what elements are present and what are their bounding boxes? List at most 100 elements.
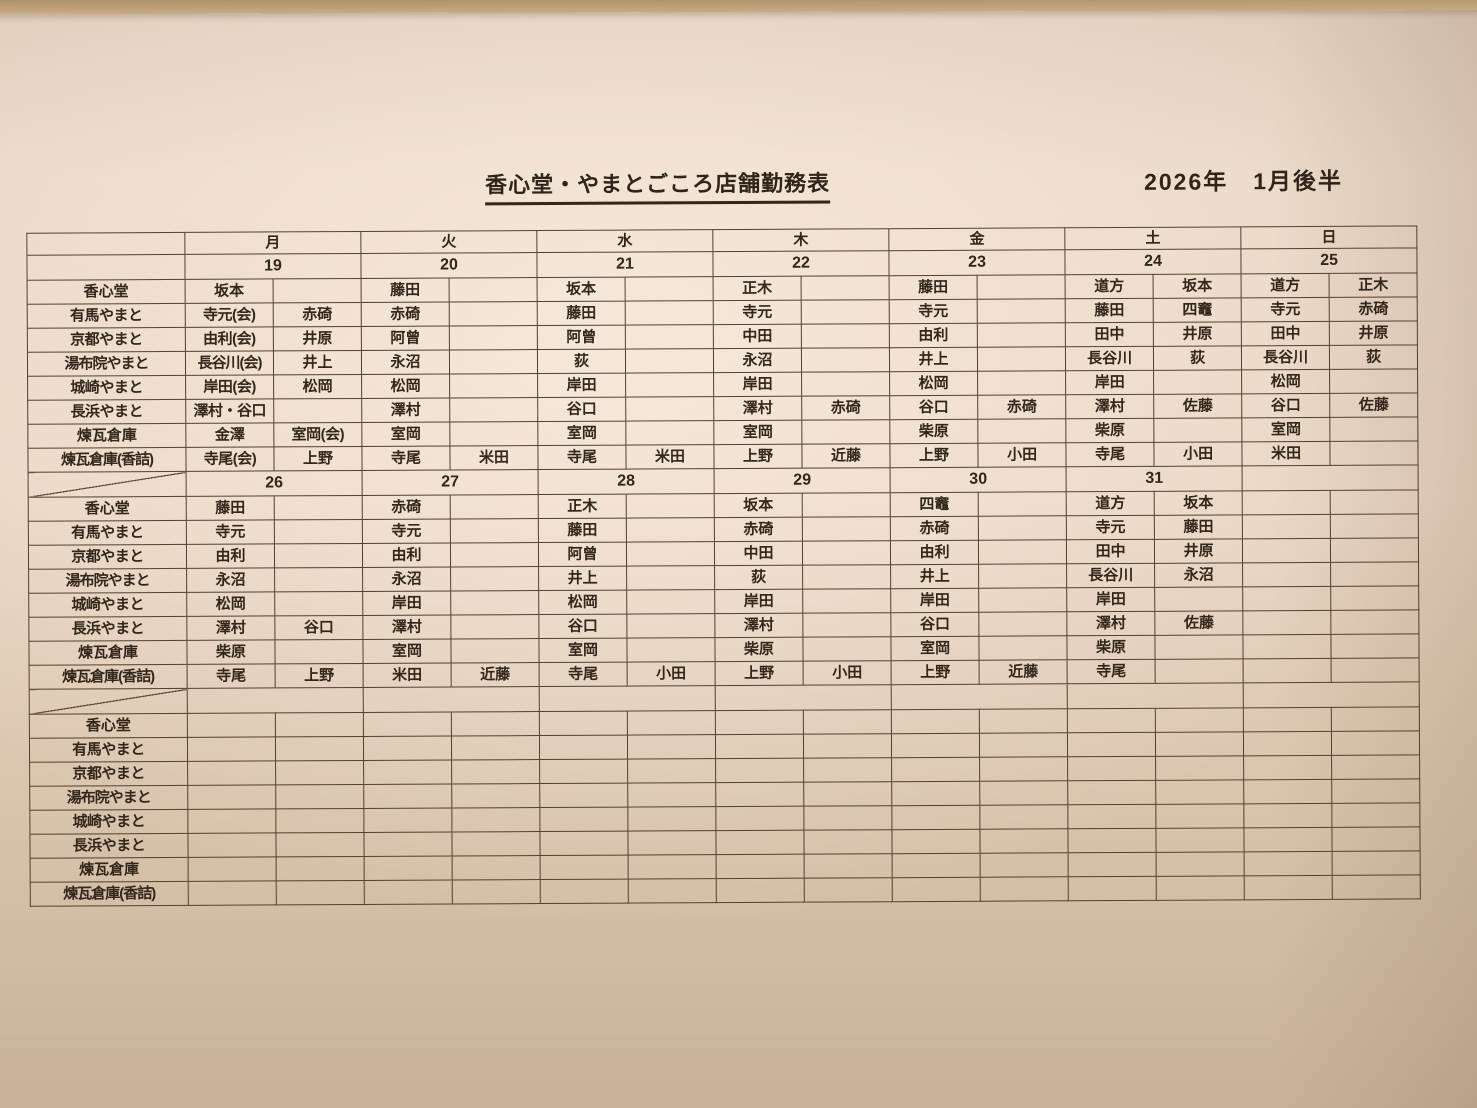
- shift-cell: 澤村・谷口: [185, 398, 274, 424]
- shift-cell: [626, 589, 715, 615]
- shift-cell: 室岡: [362, 639, 452, 664]
- shift-cell: [274, 567, 363, 592]
- shift-cell: [1067, 756, 1156, 781]
- shift-cell: 米田: [625, 444, 715, 470]
- shift-cell: [187, 712, 276, 738]
- shift-cell: [1331, 754, 1420, 780]
- shift-cell: 井原: [1329, 320, 1418, 346]
- shift-cell: [977, 346, 1066, 372]
- shift-cell: 柴原: [889, 419, 978, 444]
- shift-cell: 松岡: [186, 591, 275, 617]
- shift-cell: 岸田: [362, 591, 451, 616]
- shift-cell: [1067, 804, 1157, 829]
- shift-cell: 長谷川: [1066, 563, 1155, 588]
- shift-cell: [1068, 828, 1157, 853]
- shift-cell: [1244, 875, 1333, 900]
- shift-cell: [363, 736, 452, 761]
- shift-cell: [802, 588, 891, 614]
- shift-cell: 荻: [1153, 345, 1242, 371]
- shift-cell: 松岡: [1241, 369, 1330, 394]
- shift-cell: [803, 757, 892, 783]
- shift-cell: 阿曾: [361, 326, 450, 351]
- shift-cell: 四竈: [890, 492, 979, 517]
- shift-cell: 赤碕: [890, 516, 979, 541]
- shift-cell: 赤碕: [362, 495, 451, 520]
- shift-cell: 永沼: [1154, 562, 1243, 588]
- shift-cell: [539, 807, 628, 832]
- shift-cell: [802, 564, 891, 590]
- shift-cell: 小田: [803, 660, 892, 686]
- shift-cell: 赤碕: [273, 302, 362, 327]
- store-row-label: 有馬やまと: [28, 520, 187, 546]
- shift-cell: [273, 278, 362, 303]
- shift-cell: [1243, 731, 1332, 756]
- date-header: [539, 685, 716, 712]
- shift-cell: [978, 635, 1068, 661]
- shift-cell: 道方: [1241, 273, 1330, 298]
- shift-cell: 井原: [273, 326, 362, 351]
- shift-cell: [1243, 707, 1332, 732]
- shift-cell: [979, 756, 1068, 782]
- shift-cell: [1331, 633, 1420, 659]
- date-header: 30: [890, 466, 1067, 493]
- shift-cell: [979, 804, 1069, 830]
- shift-cell: [450, 494, 539, 520]
- shift-cell: [801, 371, 890, 397]
- shift-cell: [1153, 417, 1243, 443]
- shift-cell: 藤田: [889, 275, 978, 300]
- date-header: 25: [1241, 247, 1418, 274]
- shift-cell: 荻: [714, 565, 803, 590]
- shift-cell: [626, 637, 716, 663]
- store-row-label: 長浜やまと: [28, 616, 187, 642]
- shift-cell: [625, 276, 714, 302]
- shift-cell: 柴原: [714, 637, 804, 662]
- shift-cell: 永沼: [361, 350, 450, 375]
- corner-blank: [26, 232, 185, 256]
- shift-cell: 田中: [1241, 321, 1330, 346]
- shift-cell: [891, 781, 980, 806]
- shift-cell: 井上: [890, 564, 979, 589]
- shift-cell: [449, 397, 538, 423]
- shift-cell: [1242, 562, 1331, 587]
- shift-cell: [451, 711, 540, 737]
- shift-cell: 岸田: [714, 589, 803, 614]
- date-header: [187, 687, 364, 714]
- shift-cell: 谷口: [538, 614, 627, 639]
- shift-cell: [1243, 803, 1333, 828]
- shift-cell: 松岡: [889, 371, 978, 396]
- shift-cell: 上野: [713, 444, 803, 469]
- shift-cell: [450, 542, 539, 568]
- shift-cell: [625, 324, 714, 350]
- shift-cell: [1153, 369, 1242, 395]
- store-row-label: 湯布院やまと: [29, 785, 188, 811]
- shift-cell: 近藤: [801, 443, 891, 469]
- shift-cell: [627, 806, 716, 832]
- shift-cell: 寺元: [362, 519, 451, 544]
- shift-cell: [715, 758, 804, 783]
- shift-cell: [715, 830, 805, 855]
- shift-cell: 澤村: [186, 615, 275, 641]
- date-header: 20: [360, 252, 538, 279]
- shift-cell: 道方: [1066, 491, 1155, 516]
- shift-cell: [1242, 490, 1331, 515]
- shift-cell: [539, 759, 628, 784]
- shift-cell: 岸田: [1065, 370, 1154, 395]
- shift-cell: [276, 856, 365, 881]
- day-header: 月: [184, 231, 361, 255]
- shift-cell: 松岡: [273, 374, 362, 399]
- shift-cell: [1156, 827, 1245, 853]
- shift-cell: [627, 782, 716, 808]
- shift-cell: 長谷川: [1065, 346, 1154, 371]
- shift-cell: [540, 855, 629, 880]
- shift-cell: 米田: [449, 445, 539, 471]
- shift-cell: [1155, 731, 1244, 757]
- shift-cell: 坂本: [537, 277, 626, 302]
- shift-cell: 谷口: [889, 395, 978, 420]
- date-header: [891, 683, 1068, 710]
- shift-cell: [539, 711, 628, 736]
- shift-cell: 上野: [889, 443, 979, 468]
- shift-cell: [187, 808, 276, 834]
- day-header: 金: [888, 227, 1065, 251]
- day-header: 木: [712, 228, 889, 252]
